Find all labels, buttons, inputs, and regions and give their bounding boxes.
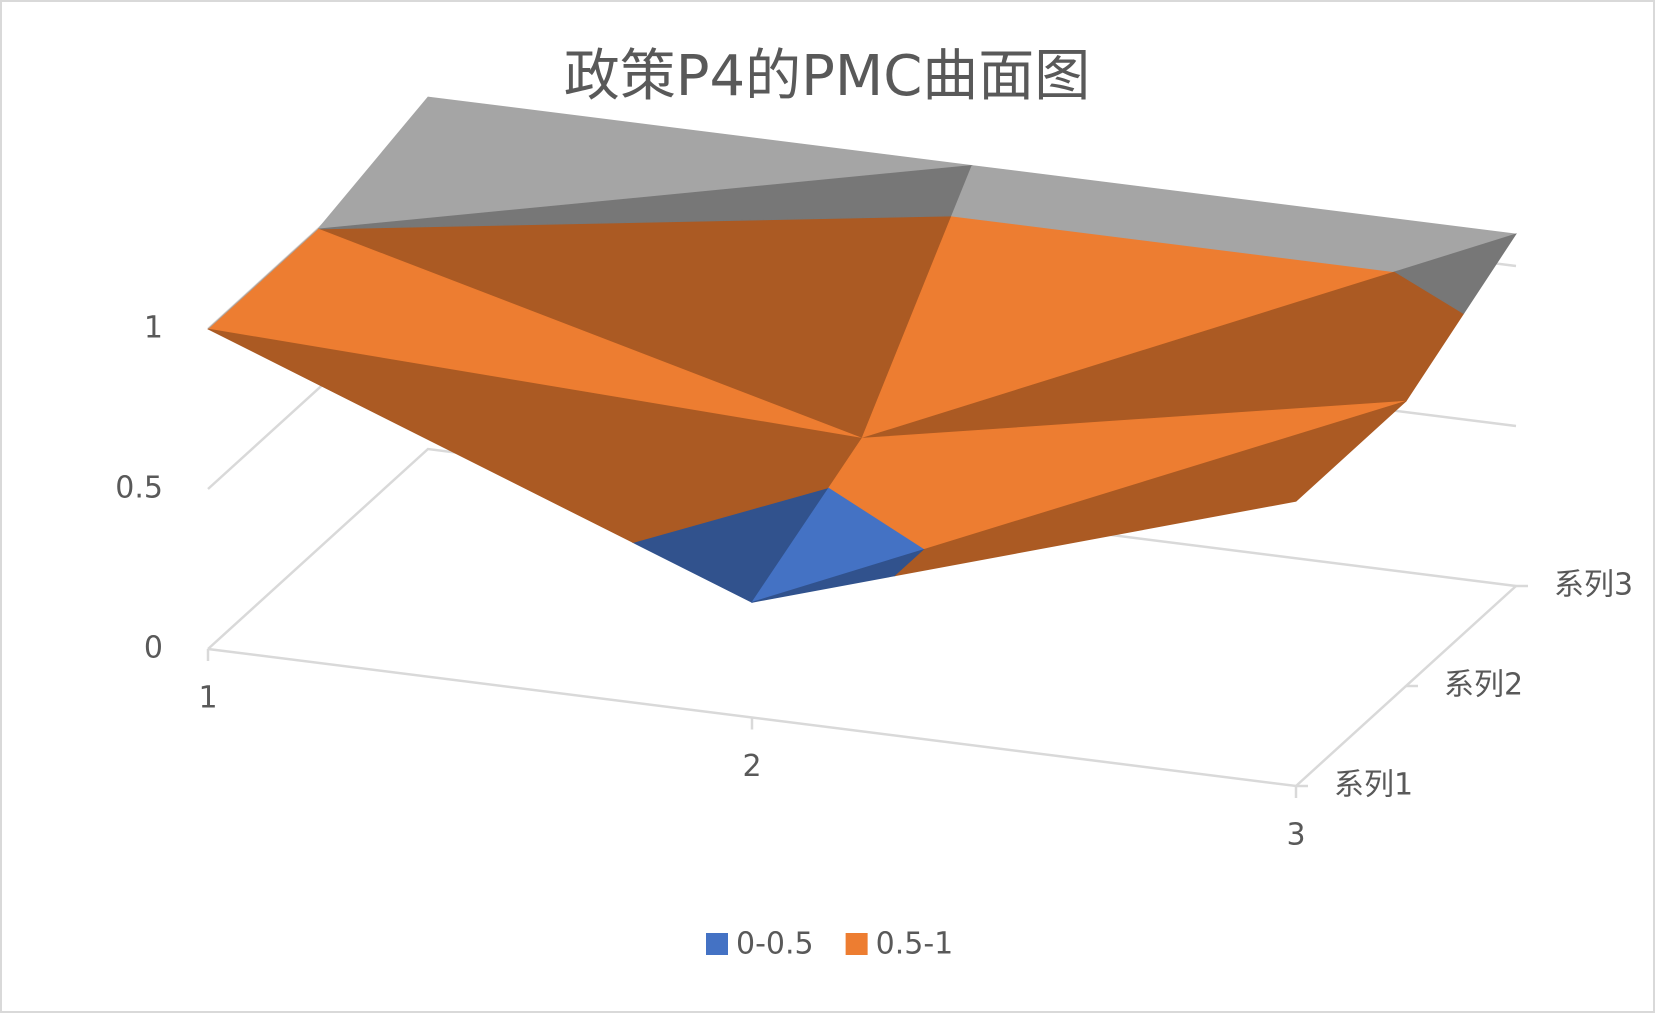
series-label: 系列1	[1334, 768, 1413, 803]
legend-swatch	[706, 933, 728, 955]
z-tick-label: 0.5	[115, 471, 163, 506]
z-tick-label: 1	[144, 311, 163, 346]
legend-label: 0.5-1	[876, 927, 954, 962]
x-tick-label: 3	[1286, 818, 1305, 853]
x-tick-label: 2	[742, 749, 761, 784]
series-label: 系列3	[1554, 568, 1633, 603]
z-tick-label: 0	[144, 631, 163, 666]
series-label: 系列2	[1444, 668, 1523, 703]
grid-line	[207, 447, 1517, 650]
legend-label: 0-0.5	[736, 927, 814, 962]
legend-swatch	[845, 933, 868, 955]
chart-title: 政策P4的PMC曲面图	[564, 44, 1091, 109]
surface-face	[894, 400, 1407, 577]
surface-face	[1393, 233, 1517, 315]
x-tick-label: 1	[198, 681, 217, 716]
surface-face	[207, 228, 319, 330]
